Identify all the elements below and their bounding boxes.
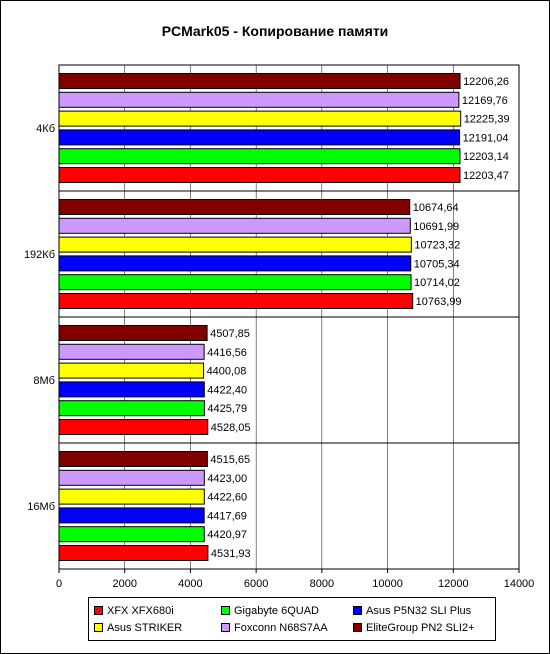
data-label: 4422,40	[207, 384, 247, 396]
legend-swatch	[221, 622, 230, 632]
legend-label: Foxconn N68S7AA	[234, 622, 328, 634]
bar	[58, 73, 461, 89]
data-label: 4400,08	[207, 366, 247, 378]
data-label: 4528,05	[211, 422, 251, 434]
bar	[58, 255, 412, 272]
bar	[58, 343, 205, 360]
legend-swatch	[353, 622, 362, 632]
data-label: 4422,60	[207, 492, 247, 504]
legend-item: EliteGroup PN2 SLI2+	[353, 621, 475, 635]
bar	[58, 362, 205, 379]
legend-swatch	[94, 622, 103, 632]
legend-label: Gigabyte 6QUAD	[234, 605, 319, 617]
data-label: 10714,02	[414, 277, 460, 289]
bar-chart: 12203,47 12203,14 12191,04 12225,39 12169,76…	[24, 64, 535, 590]
bar	[58, 400, 205, 417]
bar	[58, 217, 411, 234]
bar	[58, 419, 209, 435]
bar	[58, 488, 205, 505]
data-label: 12203,14	[463, 151, 509, 163]
legend-swatch	[353, 605, 362, 615]
data-label: 4416,56	[207, 347, 247, 359]
x-tick-label: 2000	[112, 578, 136, 590]
data-label: 12225,39	[464, 114, 510, 126]
chart-title: PCMark05 - Копирование памяти	[161, 23, 389, 39]
data-label: 10705,34	[414, 258, 460, 270]
legend-label: EliteGroup PN2 SLI2+	[366, 622, 475, 634]
x-tick-label: 6000	[244, 578, 268, 590]
legend-swatch	[221, 605, 230, 615]
bar	[58, 469, 205, 486]
legend-label: Asus P5N32 SLI Plus	[366, 605, 472, 617]
legend-label: Asus STRIKER	[107, 622, 183, 634]
bar	[58, 293, 414, 309]
data-label: 12206,26	[463, 76, 509, 88]
category-label: 16Мб	[27, 501, 55, 513]
data-label: 10723,32	[414, 240, 460, 252]
x-tick-label: 4000	[178, 578, 202, 590]
bar	[58, 236, 412, 253]
bar	[58, 167, 461, 183]
data-label: 4515,65	[210, 454, 250, 466]
data-label: 4531,93	[211, 548, 251, 560]
bar	[58, 526, 205, 543]
data-label: 4425,79	[207, 403, 247, 415]
legend-item: Asus P5N32 SLI Plus	[353, 604, 471, 618]
bar	[58, 545, 209, 561]
data-label: 12203,47	[463, 170, 509, 182]
legend-label: XFX XFX680i	[107, 605, 174, 617]
data-label: 4417,69	[207, 510, 247, 522]
data-label: 10674,64	[413, 202, 459, 214]
category-label: 8Мб	[33, 375, 55, 387]
data-label: 4420,97	[207, 529, 247, 541]
legend: XFX XFX680i Gigabyte 6QUAD Asus P5N32 SLI …	[88, 597, 496, 641]
bar	[58, 91, 460, 108]
bar	[58, 110, 462, 127]
bar	[58, 325, 208, 341]
legend-item: XFX XFX680i	[94, 604, 174, 618]
data-label: 4423,00	[207, 473, 247, 485]
bar	[58, 274, 412, 291]
x-tick-label: 14000	[504, 578, 535, 590]
bar	[58, 507, 205, 524]
bar	[58, 451, 208, 467]
bar	[58, 199, 411, 215]
legend-item: Asus STRIKER	[94, 621, 182, 635]
data-label: 4507,85	[210, 328, 250, 340]
x-tick-label: 0	[56, 578, 62, 590]
plot-border	[58, 64, 520, 570]
category-label: 4Кб	[36, 123, 55, 135]
legend-item: Foxconn N68S7AA	[221, 621, 328, 635]
data-label: 10763,99	[416, 296, 462, 308]
data-label: 12169,76	[462, 95, 508, 107]
bar	[58, 148, 461, 165]
x-tick-label: 10000	[372, 578, 403, 590]
data-label: 12191,04	[463, 132, 509, 144]
x-tick-label: 8000	[310, 578, 334, 590]
bar	[58, 381, 205, 398]
legend-item: Gigabyte 6QUAD	[221, 604, 319, 618]
legend-swatch	[94, 605, 103, 615]
data-label: 10691,99	[413, 221, 459, 233]
bar	[58, 129, 461, 146]
x-tick-label: 12000	[438, 578, 469, 590]
category-label: 192Кб	[24, 249, 55, 261]
